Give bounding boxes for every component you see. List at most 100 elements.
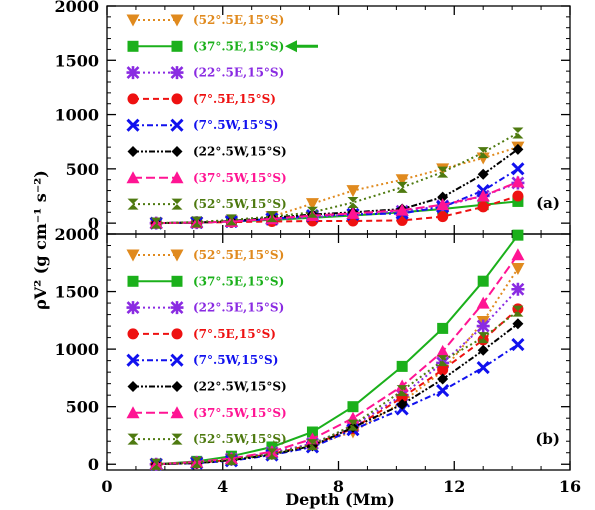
legend-marker [170,171,184,184]
series-line [156,132,519,225]
legend-marker [170,353,184,367]
series-line [156,234,519,466]
data-point [437,322,449,334]
data-point [476,152,490,165]
data-point [476,319,490,333]
data-point [512,127,524,139]
legend-marker [171,433,183,445]
legend-label: (52°.5E,15°S) [193,248,284,262]
legend-label: (52°.5E,15°S) [193,13,284,27]
legend-marker [127,433,139,445]
data-point [396,398,408,410]
legend-label: (52°.5W,15°S) [193,197,287,211]
data-point [477,344,489,356]
legend-marker [127,198,139,210]
y-axis-label: ρV² (g cm⁻¹ s⁻²) [31,170,50,310]
y-tick-label: 500 [66,160,99,179]
y-tick-label: 2000 [54,0,99,16]
data-point [266,211,278,223]
data-point [346,185,360,198]
series-line [156,308,519,466]
highlight-arrow-icon [285,40,297,53]
data-point [476,296,490,309]
series-line [156,323,519,466]
legend-marker [127,93,139,105]
series-line [156,254,519,466]
legend-marker [126,249,140,262]
legend-marker [127,381,139,392]
series-line [156,267,519,466]
data-point [396,360,408,372]
legend-marker [171,328,183,340]
data-point [512,190,524,202]
data-point [395,174,409,187]
data-point [191,216,203,228]
y-tick-label: 1500 [54,51,99,70]
legend-marker [170,406,184,419]
data-point [437,355,449,367]
data-point [346,206,360,219]
data-point [395,203,409,216]
data-point [225,454,237,466]
legend-marker [170,118,184,132]
x-tick-label: 4 [217,477,228,496]
legend-marker [126,118,140,132]
data-point [347,401,359,413]
data-point [437,166,449,178]
y-tick-label: 500 [66,398,99,417]
legend-marker [127,275,139,287]
data-point [511,248,525,261]
data-point [150,458,162,470]
data-point [511,337,525,352]
legend-marker [171,93,183,105]
data-point [347,197,359,209]
legend-marker [171,275,183,287]
y-tick-label: 2000 [54,225,99,244]
data-point [437,211,449,223]
data-point [477,275,489,287]
legend-marker [127,328,139,340]
legend-marker [171,381,183,392]
legend-label: (7°.5E,15°S) [193,92,276,106]
data-point [476,360,490,375]
data-point [512,318,524,330]
data-point [511,162,525,176]
data-point [225,214,237,226]
legend-label: (22°.5E,15°S) [193,301,284,315]
data-point [511,175,525,188]
panel-b: 0 500 1000 1500 2000 0 4 8 12 16 (52°.5E,15°S) (37°… [54,225,581,496]
legend-marker [126,66,140,80]
y-tick-label: 0 [88,455,99,474]
y-tick-label: 1500 [54,283,99,302]
legend-marker [126,406,140,419]
legend-label: (22°.5E,15°S) [193,66,284,80]
data-point [436,198,450,211]
panel-label: (a) [536,194,560,212]
series-line [156,180,519,225]
data-point [477,332,489,344]
data-point [266,448,278,460]
data-point [511,282,525,296]
data-point [437,373,449,385]
data-point [306,426,318,438]
data-point [512,305,524,317]
legend-label: (37°.5W,15°S) [193,406,287,420]
legend-marker [170,249,184,262]
legend-label: (7°.5W,15°S) [193,118,278,132]
data-point [477,201,489,213]
legend-marker [126,14,140,27]
legend-marker [126,353,140,367]
legend-marker [170,66,184,80]
data-point [306,206,318,218]
x-tick-label: 16 [559,477,581,496]
data-point [396,385,408,397]
legend-marker [126,301,140,315]
data-point [191,457,203,469]
legend-marker [126,171,140,184]
y-tick-label: 1000 [54,106,99,125]
data-point [477,147,489,159]
panel-a: 0 500 1000 1500 2000 (52°.5E,15°S) (37°.5E,15°… [54,0,571,235]
y-tick-label: 0 [88,214,99,233]
data-point [511,263,525,276]
